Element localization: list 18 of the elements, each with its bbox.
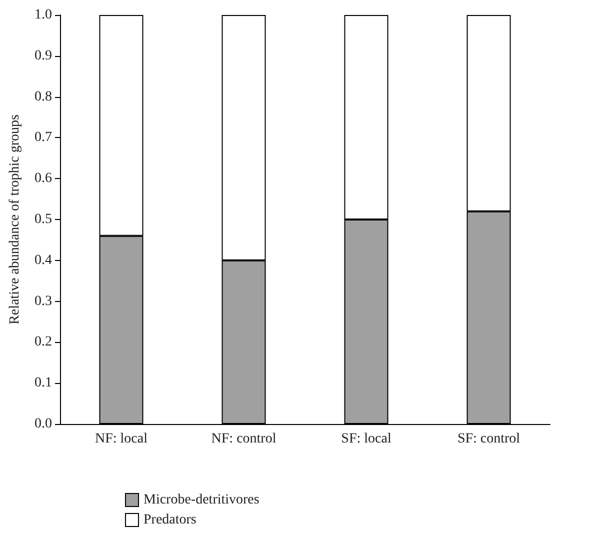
y-tick-label: 0.0 xyxy=(34,416,52,432)
y-tick-label: 0.7 xyxy=(34,130,52,146)
x-tick-label: SF: control xyxy=(457,432,520,446)
x-tick-label: NF: local xyxy=(95,432,148,446)
legend-label: Predators xyxy=(144,512,196,528)
y-tick-label: 0.1 xyxy=(34,376,52,391)
y-axis-title: Relative abundance of trophic groups xyxy=(8,114,22,324)
y-tick-label: 0.8 xyxy=(34,89,52,104)
x-tick-label: NF: control xyxy=(211,432,276,446)
y-tick-label: 0.9 xyxy=(34,48,52,64)
legend-label: Microbe-detritivores xyxy=(144,492,260,508)
y-tick-label: 0.2 xyxy=(34,334,52,350)
y-tick-label: 0.5 xyxy=(34,212,52,227)
y-tick-label: 0.3 xyxy=(34,294,52,309)
y-tick-label: 1.0 xyxy=(34,8,52,22)
x-tick-label: SF: local xyxy=(341,432,392,446)
y-tick-label: 0.4 xyxy=(34,252,52,268)
y-tick-label: 0.6 xyxy=(34,171,52,186)
